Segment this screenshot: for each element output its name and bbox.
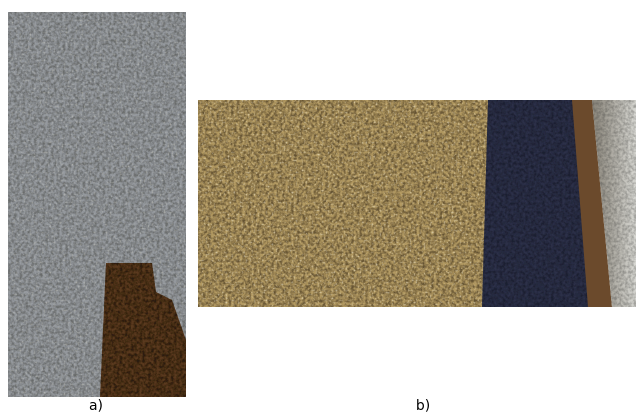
photo-a <box>8 12 186 397</box>
photo-b <box>198 100 636 307</box>
panel-label: a) <box>89 398 103 414</box>
panel-label: b) <box>416 398 430 414</box>
